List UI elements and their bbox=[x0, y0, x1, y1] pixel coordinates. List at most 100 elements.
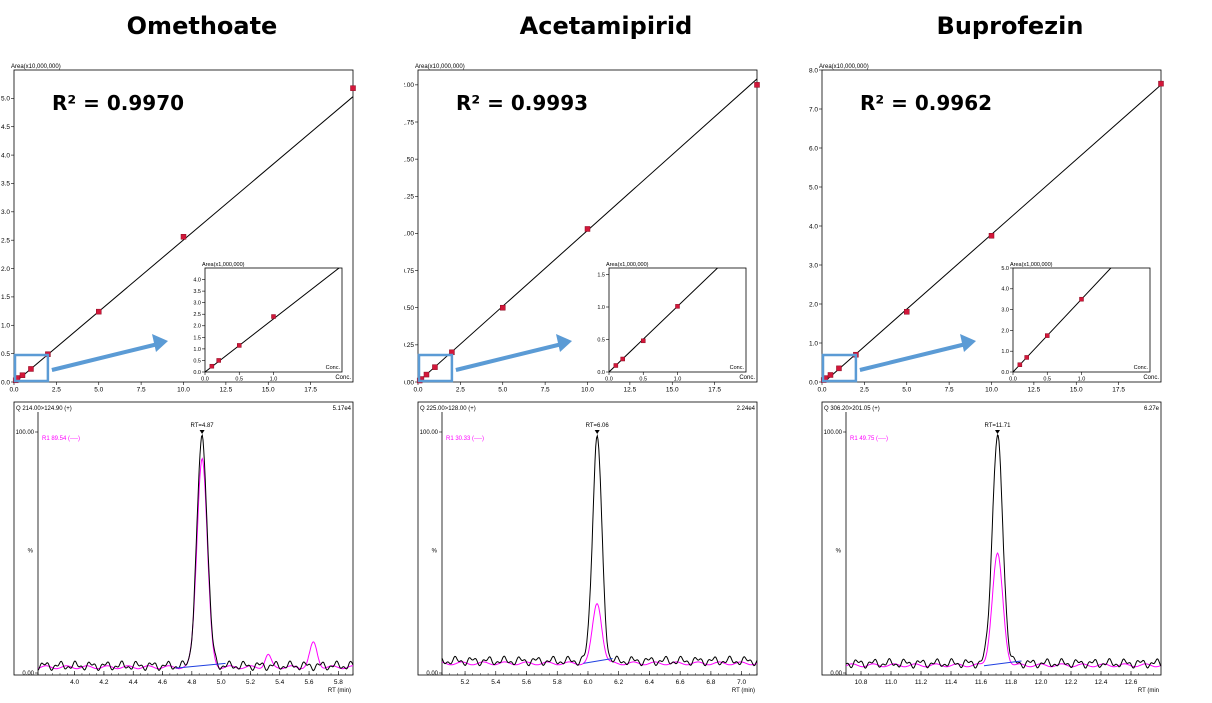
x-tick-label: 0.0 bbox=[605, 377, 613, 383]
x-tick-label: 12.5 bbox=[624, 387, 637, 394]
zoom-region-box bbox=[417, 353, 454, 383]
y-tick-label: 2.00 bbox=[404, 82, 414, 89]
x-tick-label: 1.0 bbox=[270, 377, 278, 383]
y-tick-label: 2.0 bbox=[193, 324, 201, 330]
data-point bbox=[1017, 362, 1023, 367]
data-point bbox=[96, 308, 102, 315]
zoom-arrow-head bbox=[556, 334, 572, 352]
reference-ion-label: R1 49.75 (----) bbox=[850, 436, 888, 442]
y-tick-label: 1.00 bbox=[404, 231, 414, 238]
y-axis-label: Area(x1,000,000) bbox=[1010, 262, 1053, 268]
y-tick-label: 5.0 bbox=[1001, 266, 1009, 272]
peak-marker bbox=[199, 430, 205, 434]
retention-time-label: RT=11.71 bbox=[985, 423, 1012, 429]
x-tick-label: 0.0 bbox=[1009, 377, 1017, 383]
quantifier-ion-trace bbox=[845, 434, 1162, 669]
y-axis-label: % bbox=[432, 549, 438, 555]
chromatogram-plot: Q 225.00>128.00 (+) 2.24e4 R1 30.33 (----)… bbox=[417, 401, 758, 694]
x-tick-label: 5.6 bbox=[305, 679, 314, 686]
x-tick-label: 6.6 bbox=[676, 679, 685, 686]
y-tick-label: 0.50 bbox=[404, 305, 414, 312]
y-tick-label: 1.0 bbox=[597, 305, 605, 311]
x-tick-label: 5.0 bbox=[217, 679, 226, 686]
y-tick-label: 1.25 bbox=[404, 194, 414, 201]
x-tick-label: 4.8 bbox=[187, 679, 196, 686]
y-tick-label: 0.0 bbox=[193, 370, 201, 376]
x-tick-label: 4.0 bbox=[70, 679, 79, 686]
x-tick-label: 15.0 bbox=[1070, 387, 1083, 394]
y-tick-label: 8.0 bbox=[809, 67, 818, 74]
retention-time-label: RT=4.87 bbox=[191, 423, 215, 429]
y-axis-label: Area(x1,000,000) bbox=[606, 262, 649, 268]
x-tick-label: 4.6 bbox=[158, 679, 167, 686]
y-tick-label: 6.0 bbox=[809, 145, 818, 152]
chromatogram-header: Q 225.00>128.00 (+) bbox=[420, 406, 476, 412]
y-axis-label: % bbox=[28, 549, 34, 555]
inset-plot: 0.0 0.5 1.0 0.0 1.0 2.0 3.0 4.0 5.0Area(x1,000,0… bbox=[1001, 262, 1151, 383]
y-tick-label: 2.5 bbox=[193, 312, 201, 318]
chart-svg: 0.0 2.5 5.0 7.5 10.0 12.5 15.0 17.5 0.0 0.5 1.0 1.5… bbox=[1, 64, 356, 694]
data-point bbox=[1158, 80, 1164, 87]
reference-ion-label: R1 89.54 (----) bbox=[42, 436, 80, 442]
y-tick-label: 5.0 bbox=[809, 184, 818, 191]
y-tick-label: 0.00 bbox=[404, 379, 414, 386]
data-point bbox=[500, 304, 506, 311]
x-tick-label: 0.5 bbox=[1043, 377, 1051, 383]
x-tick-label: 17.5 bbox=[1112, 387, 1125, 394]
data-point bbox=[836, 365, 842, 372]
y-tick-label: 0.0 bbox=[597, 370, 605, 376]
inset-plot: 0.0 0.5 1.0 0.0 0.5 1.0 1.5 2.0 2.5 3.0 3.5 4.0 Area… bbox=[193, 262, 343, 383]
x-tick-label: 0.5 bbox=[235, 377, 243, 383]
y-tick-label: 0.0 bbox=[1, 379, 10, 386]
zoom-arrow-head bbox=[960, 334, 976, 352]
y-tick-label: 0.00 bbox=[22, 671, 34, 677]
x-tick-label: 0.0 bbox=[413, 387, 422, 394]
inset-frame bbox=[608, 267, 747, 373]
data-point bbox=[423, 371, 430, 378]
fit-line bbox=[205, 268, 340, 372]
y-axis-label: Area(x10,000,000) bbox=[819, 64, 869, 70]
x-tick-label: 5.4 bbox=[491, 679, 500, 686]
x-axis-label: RT (min) bbox=[328, 688, 351, 694]
y-tick-label: 4.0 bbox=[193, 277, 201, 283]
quantifier-ion-trace bbox=[37, 433, 354, 672]
y-tick-label: 4.5 bbox=[1, 124, 10, 131]
x-tick-label: 12.5 bbox=[1028, 387, 1041, 394]
y-tick-label: 3.0 bbox=[809, 262, 818, 269]
data-point bbox=[584, 226, 591, 232]
y-tick-label: 0.00 bbox=[830, 671, 842, 677]
y-tick-label: 100.00 bbox=[16, 430, 35, 436]
x-axis-label: Conc. bbox=[1134, 365, 1149, 371]
zoom-arrow-shaft bbox=[859, 342, 967, 372]
x-tick-label: 5.0 bbox=[94, 387, 103, 394]
y-tick-label: 2.0 bbox=[809, 301, 818, 308]
x-tick-label: 7.5 bbox=[945, 387, 954, 394]
integration-baseline bbox=[175, 662, 226, 669]
x-tick-label: 7.5 bbox=[541, 387, 550, 394]
data-point bbox=[271, 314, 276, 319]
y-tick-label: 4.0 bbox=[1001, 287, 1009, 293]
y-tick-label: 0.5 bbox=[193, 358, 201, 364]
x-tick-label: 6.4 bbox=[645, 679, 654, 686]
x-tick-label: 10.0 bbox=[985, 387, 998, 394]
data-point bbox=[209, 363, 215, 369]
chart-svg: 0.02.55.07.510.012.515.017.50.000.250.50… bbox=[404, 64, 760, 694]
y-tick-label: 0.0 bbox=[809, 379, 818, 386]
y-tick-label: 3.5 bbox=[1, 181, 10, 188]
x-tick-label: 5.0 bbox=[902, 387, 911, 394]
x-tick-label: 5.6 bbox=[522, 679, 531, 686]
data-point bbox=[216, 358, 221, 363]
max-intensity-label: 5.17e4 bbox=[333, 406, 352, 412]
data-point bbox=[620, 356, 625, 362]
y-tick-label: 0.00 bbox=[426, 671, 438, 677]
y-tick-label: 2.5 bbox=[1, 237, 10, 244]
y-tick-label: 1.75 bbox=[404, 119, 414, 126]
x-tick-label: 11.8 bbox=[1005, 679, 1018, 686]
y-tick-label: 0.25 bbox=[404, 342, 414, 349]
retention-time-label: RT=6.06 bbox=[586, 423, 610, 429]
data-point bbox=[641, 338, 646, 344]
y-tick-label: 0.5 bbox=[1, 351, 10, 358]
compound-title: Omethoate bbox=[126, 12, 278, 40]
zoom-arrow-head bbox=[152, 334, 168, 352]
